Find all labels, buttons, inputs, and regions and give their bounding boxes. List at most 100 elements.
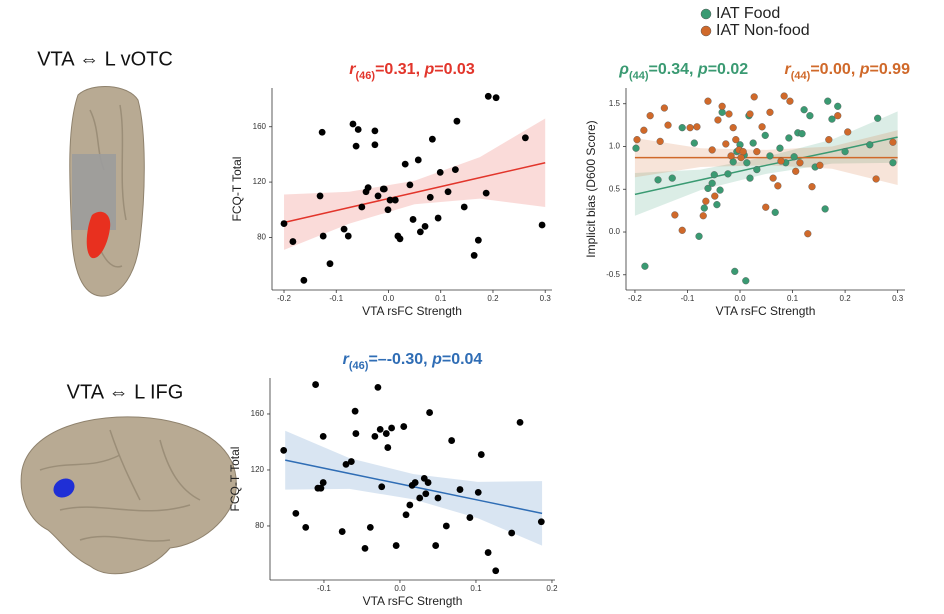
- data-point: [326, 260, 334, 268]
- title-part: p: [697, 61, 708, 78]
- data-point: [716, 186, 724, 194]
- data-point: [319, 232, 327, 240]
- data-point: [384, 206, 392, 214]
- title-part: (46): [349, 360, 369, 372]
- data-point: [790, 153, 798, 161]
- data-point: [844, 128, 852, 136]
- data-point: [361, 544, 369, 552]
- data-point: [632, 144, 640, 152]
- data-point: [796, 159, 804, 167]
- title-part: =0.02: [708, 61, 749, 78]
- data-point: [866, 141, 874, 149]
- chart-title: r(44)=0.00, p=0.99: [785, 61, 911, 82]
- data-point: [834, 112, 842, 120]
- data-point: [432, 542, 440, 549]
- x-tick-label: -0.1: [329, 294, 343, 303]
- data-point: [426, 409, 433, 416]
- title-part: =0.04: [442, 351, 483, 368]
- title-part: ρ: [618, 61, 629, 78]
- data-point: [351, 407, 359, 415]
- title-part: =0.34,: [649, 61, 698, 78]
- data-point: [347, 458, 355, 465]
- data-point: [889, 138, 897, 146]
- data-point: [769, 174, 777, 182]
- y-tick-label: 1.5: [609, 99, 621, 108]
- data-point: [340, 225, 348, 233]
- data-point: [774, 182, 782, 190]
- data-point: [824, 97, 832, 105]
- data-point: [312, 381, 319, 388]
- data-point: [714, 116, 722, 124]
- data-point: [724, 170, 732, 178]
- data-point: [777, 157, 785, 165]
- data-point: [414, 156, 422, 164]
- fit-line: [634, 136, 898, 196]
- data-point: [378, 483, 386, 491]
- data-point: [421, 222, 429, 230]
- data-point: [678, 226, 686, 234]
- y-tick-label: -0.5: [606, 270, 620, 279]
- data-point: [521, 134, 529, 142]
- title-part: =0.03: [434, 61, 475, 78]
- x-tick-label: 0.2: [840, 294, 852, 303]
- data-point: [289, 238, 297, 245]
- data-point: [466, 514, 474, 521]
- y-tick-label: 80: [257, 233, 266, 242]
- data-point: [785, 134, 793, 142]
- title-part: =0.99: [869, 61, 910, 78]
- data-point: [841, 148, 849, 156]
- data-point: [640, 126, 648, 134]
- data-point: [358, 203, 366, 211]
- data-point: [391, 196, 399, 204]
- data-point: [538, 221, 546, 229]
- data-point: [392, 542, 400, 549]
- title-part: (44): [791, 70, 811, 82]
- data-point: [806, 112, 814, 120]
- y-tick-label: 160: [251, 409, 265, 418]
- data-point: [671, 211, 679, 219]
- data-point: [349, 120, 357, 128]
- data-point: [746, 110, 754, 118]
- x-tick-label: 0.0: [394, 584, 406, 593]
- data-point: [474, 488, 482, 496]
- data-point: [354, 126, 362, 133]
- data-point: [739, 148, 747, 156]
- data-point: [400, 423, 408, 430]
- brain-votc: [69, 85, 145, 297]
- title-part: p: [423, 61, 434, 78]
- data-point: [641, 262, 649, 270]
- data-point: [484, 549, 492, 556]
- x-tick-label: 0.2: [546, 584, 558, 593]
- data-point: [380, 185, 388, 193]
- data-point: [300, 276, 308, 284]
- fit-line: [283, 161, 546, 224]
- row-label: VTA ⇔ L vOTC: [37, 48, 173, 70]
- data-point: [402, 511, 410, 519]
- data-point: [816, 161, 824, 169]
- data-point: [371, 432, 379, 440]
- data-point: [804, 230, 812, 238]
- data-point: [364, 184, 372, 192]
- data-point: [388, 424, 395, 432]
- data-point: [317, 484, 325, 492]
- data-point: [416, 494, 424, 502]
- data-point: [492, 567, 500, 575]
- x-tick-label: -0.1: [317, 584, 331, 593]
- x-tick-label: 0.0: [383, 294, 395, 303]
- data-point: [416, 228, 424, 236]
- data-point: [771, 208, 779, 216]
- data-point: [708, 179, 716, 187]
- data-point: [808, 183, 816, 191]
- data-point: [482, 189, 490, 197]
- data-point: [456, 486, 464, 493]
- data-point: [660, 104, 668, 112]
- data-point: [280, 220, 288, 227]
- data-point: [371, 141, 379, 149]
- data-point: [477, 451, 485, 458]
- data-point: [426, 193, 434, 201]
- title-part: =–-0.30,: [368, 351, 432, 368]
- data-point: [761, 131, 769, 139]
- legend-label: IAT Food: [716, 5, 780, 22]
- data-point: [708, 146, 716, 154]
